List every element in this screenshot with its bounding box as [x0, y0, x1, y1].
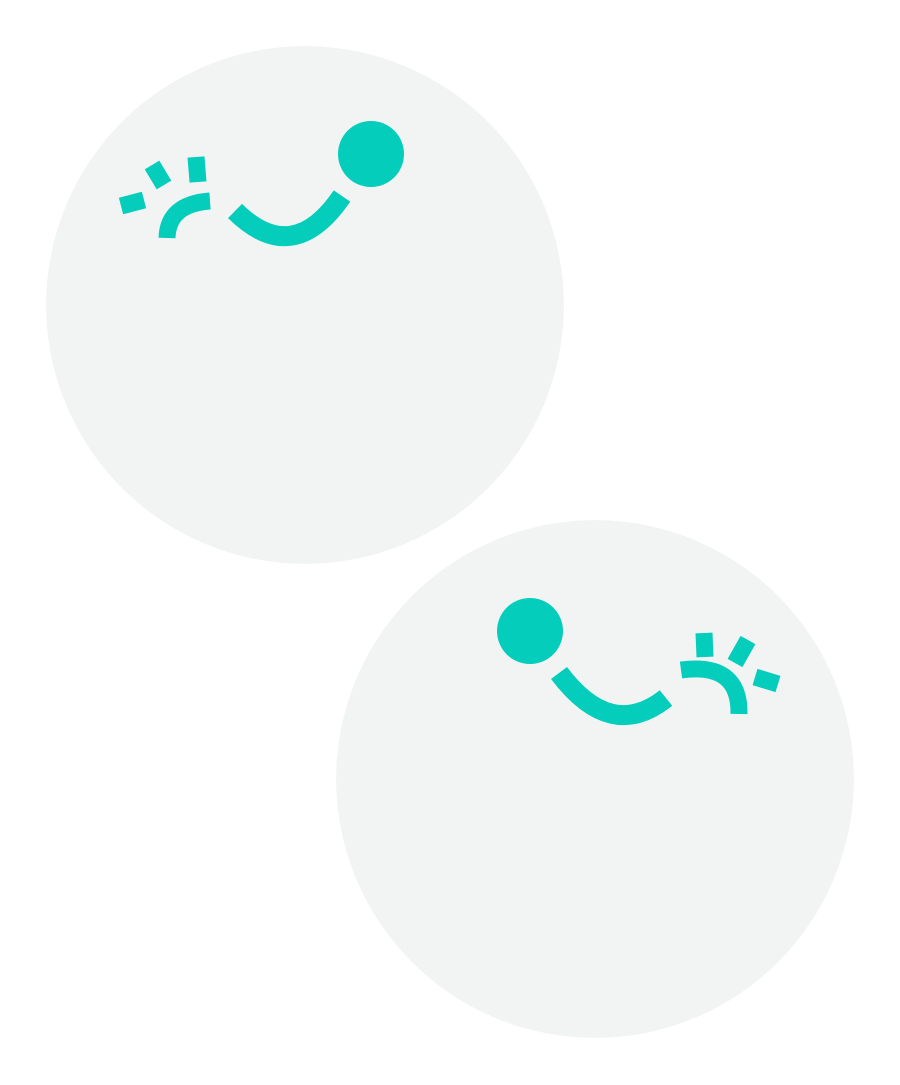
logo-head-dot [338, 121, 404, 187]
logo-sparkle-arc [679, 660, 748, 715]
logo-sparkle-ray-middle [144, 160, 172, 190]
badge-circle-background [336, 520, 854, 1038]
badge-circle-background [46, 46, 564, 564]
badge-bottom [336, 520, 854, 1038]
logo-sparkle-arc [158, 192, 211, 239]
badge-top [46, 46, 564, 564]
logo-smile-curve [227, 190, 351, 247]
logo-sparkle-ray-middle [727, 635, 756, 668]
smile-sparkle-logo-icon [497, 598, 781, 726]
logo-sparkle-ray-top [695, 632, 714, 658]
logo-sparkle-ray-left [118, 191, 147, 215]
logo-smile-curve [551, 666, 673, 726]
logo-sparkle-ray-right [752, 668, 781, 693]
logo-sparkle-ray-top [187, 156, 207, 183]
badge-bottom-graphic [336, 520, 854, 1038]
smile-sparkle-logo-icon [118, 121, 404, 247]
badge-top-graphic [46, 46, 564, 564]
logo-head-dot [497, 598, 563, 664]
